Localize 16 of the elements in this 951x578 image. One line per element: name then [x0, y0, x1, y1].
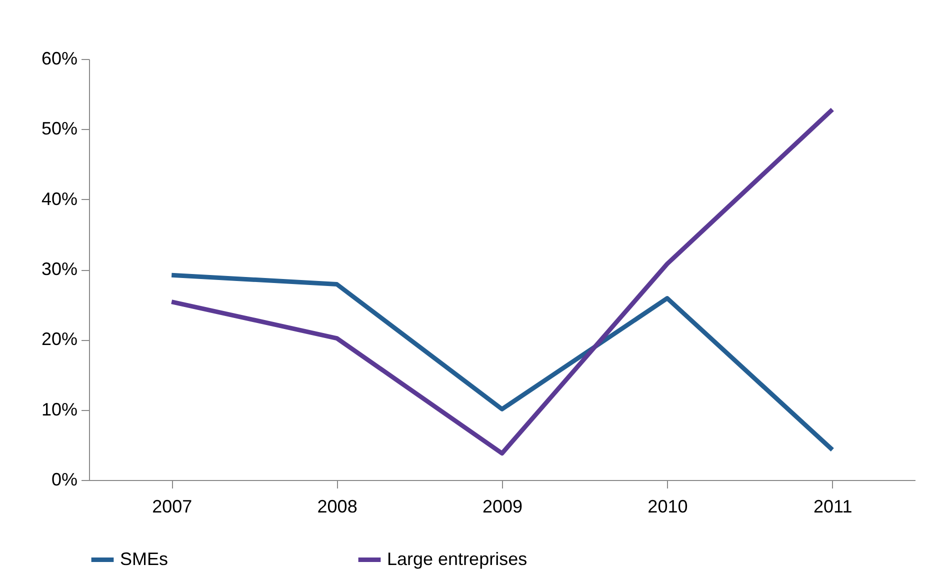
legend-label: SMEs — [120, 548, 168, 569]
x-tick-label: 2011 — [814, 496, 852, 516]
y-tick-label: 30% — [41, 259, 78, 279]
y-tick-label: 40% — [41, 188, 78, 209]
y-tick-label: 10% — [41, 399, 78, 420]
x-tick-label: 2008 — [317, 496, 358, 516]
x-tick-label: 2010 — [648, 496, 688, 516]
x-tick-label: 2009 — [482, 496, 523, 516]
x-tick-label: 2007 — [152, 496, 192, 516]
y-tick-label: 20% — [41, 329, 78, 350]
y-tick-label: 60% — [41, 48, 78, 68]
legend-label: Large entreprises — [387, 548, 528, 569]
line-series — [169, 272, 835, 452]
y-tick-label: 50% — [41, 118, 78, 139]
line-series — [169, 107, 835, 456]
y-tick-label: 0% — [51, 470, 78, 490]
